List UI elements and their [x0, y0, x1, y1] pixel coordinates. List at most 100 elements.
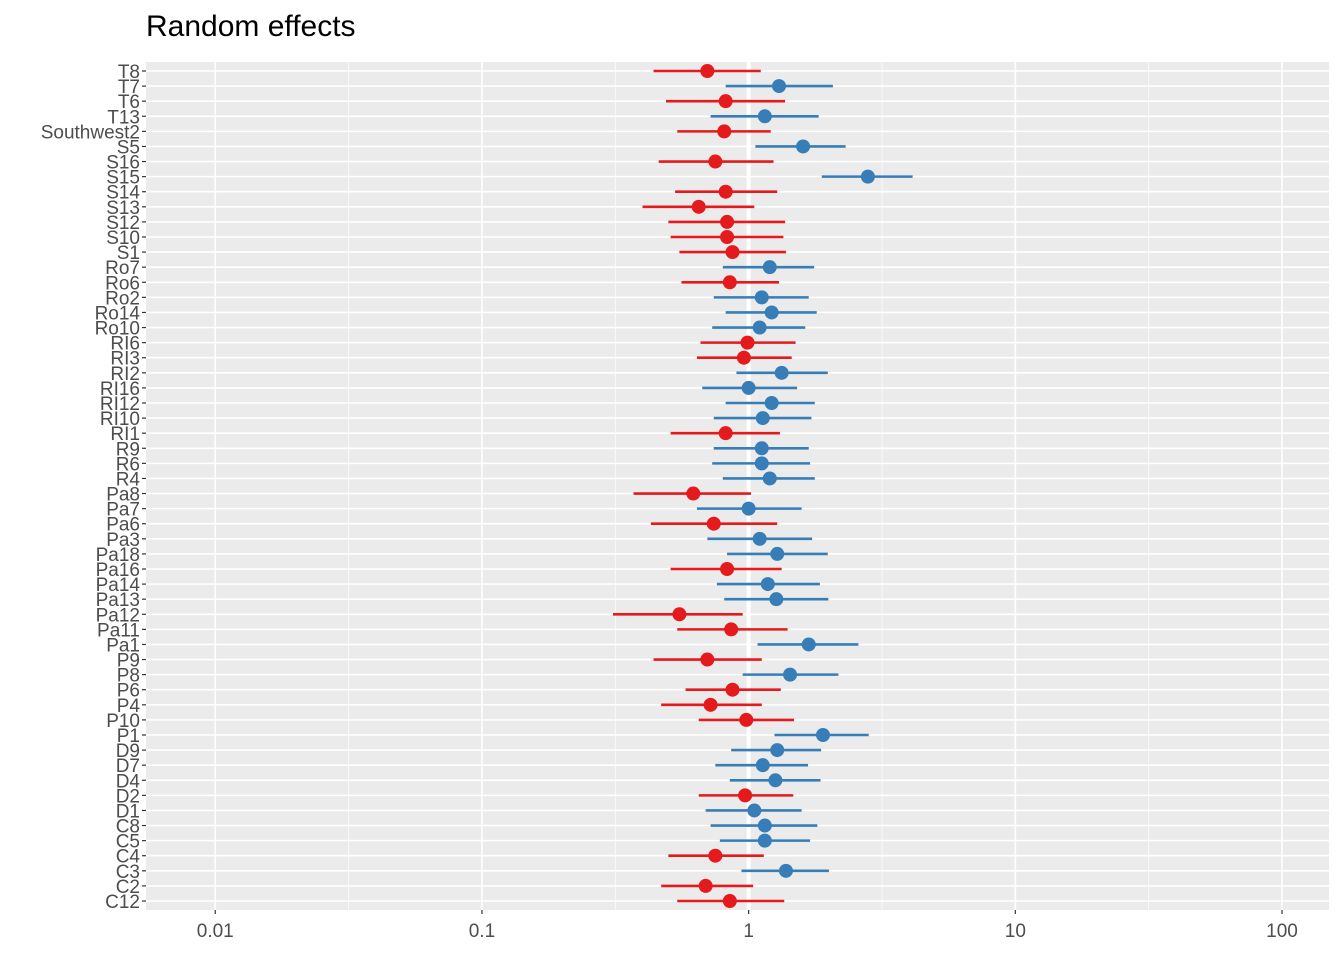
- point-Pa7: [741, 501, 756, 516]
- y-tick-label: S13: [106, 198, 140, 219]
- x-axis: 0.01 0.1 1 10 100: [197, 910, 1298, 942]
- point-D2: [738, 788, 753, 803]
- y-tick-label: C3: [116, 862, 140, 883]
- y-tick-label: Southwest2: [41, 122, 140, 143]
- point-RI1: [718, 426, 733, 441]
- data-marks: [612, 64, 913, 908]
- y-tick-label: T7: [118, 77, 140, 98]
- point-S16: [708, 154, 723, 169]
- y-tick-label: RI2: [110, 364, 140, 385]
- point-S14: [718, 184, 733, 199]
- point-R4: [762, 471, 777, 486]
- x-tick-label: 10: [1005, 921, 1026, 942]
- y-tick-label: Pa6: [106, 515, 140, 536]
- y-tick-label: S12: [106, 213, 140, 234]
- y-tick-label: RI10: [100, 409, 140, 430]
- y-tick-label: Ro2: [105, 288, 140, 309]
- point-D1: [747, 803, 762, 818]
- x-tick-label: 0.1: [469, 921, 495, 942]
- y-tick-label: D7: [116, 756, 140, 777]
- point-RI2: [774, 365, 789, 380]
- y-tick-label: T13: [107, 107, 140, 128]
- y-tick-label: Ro6: [105, 273, 140, 294]
- y-tick-label: RI1: [110, 424, 140, 445]
- point-Pa3: [752, 531, 767, 546]
- point-T8: [700, 64, 715, 78]
- y-tick-label: Pa14: [96, 575, 141, 596]
- point-P9: [700, 652, 715, 667]
- point-C12: [722, 894, 737, 908]
- point-C5: [757, 833, 772, 848]
- y-tick-label: T6: [118, 92, 140, 113]
- y-tick-label: R4: [116, 469, 141, 490]
- y-tick-label: Pa7: [106, 500, 140, 521]
- y-tick-label: C8: [116, 817, 140, 838]
- point-S10: [720, 230, 735, 244]
- point-R9: [754, 441, 769, 456]
- point-P4: [703, 697, 718, 712]
- y-tick-label: D2: [116, 786, 140, 807]
- point-Pa13: [769, 592, 784, 607]
- y-tick-label: D9: [116, 741, 140, 762]
- y-tick-label: S5: [117, 137, 140, 158]
- point-S5: [796, 139, 811, 154]
- y-tick-label: P10: [106, 711, 140, 732]
- y-tick-label: S1: [117, 243, 140, 264]
- y-tick-label: P6: [117, 681, 140, 702]
- point-P10: [739, 712, 754, 727]
- y-tick-label: S10: [106, 228, 140, 249]
- y-tick-label: P9: [117, 651, 140, 672]
- y-tick-label: R9: [116, 439, 140, 460]
- y-tick-label: S14: [106, 183, 140, 204]
- point-Pa16: [720, 562, 735, 576]
- point-Pa6: [706, 516, 721, 531]
- y-tick-label: Pa16: [96, 560, 140, 581]
- y-tick-label: S16: [106, 153, 140, 174]
- point-Pa1: [801, 637, 816, 652]
- plot-panel: [146, 62, 1329, 910]
- point-Southwest2: [717, 124, 732, 139]
- point-RI16: [741, 380, 756, 395]
- point-P8: [783, 667, 798, 682]
- y-tick-label: Pa8: [106, 485, 140, 506]
- point-Pa12: [672, 607, 687, 622]
- point-Pa8: [686, 486, 701, 501]
- point-D9: [770, 743, 785, 758]
- y-tick-label: Ro14: [95, 303, 141, 324]
- y-tick-label: Ro10: [95, 319, 140, 340]
- point-Ro10: [752, 320, 767, 335]
- y-tick-label: RI3: [110, 349, 140, 370]
- y-tick-label: D4: [116, 771, 141, 792]
- chart-title: Random effects: [146, 10, 356, 43]
- y-tick-label: C2: [116, 877, 140, 898]
- point-D4: [768, 773, 783, 788]
- y-tick-label: P8: [117, 666, 140, 687]
- point-Ro7: [762, 260, 777, 275]
- point-S12: [720, 214, 735, 229]
- point-C4: [708, 848, 723, 863]
- point-Ro2: [754, 290, 769, 305]
- point-C8: [757, 818, 772, 833]
- y-axis: T8T7T6T13Southwest2S5S16S15S14S13S12S10S…: [41, 62, 146, 913]
- y-tick-label: RI6: [110, 334, 140, 355]
- y-tick-label: R6: [116, 454, 140, 475]
- x-tick-label: 1: [743, 921, 754, 942]
- panel-background: [146, 62, 1329, 910]
- y-tick-label: P4: [117, 696, 141, 717]
- point-S1: [725, 245, 740, 260]
- y-tick-label: C4: [116, 847, 141, 868]
- y-tick-label: P1: [117, 726, 140, 747]
- y-tick-label: RI16: [100, 379, 140, 400]
- point-Pa14: [760, 577, 775, 592]
- point-Pa11: [724, 622, 739, 637]
- y-tick-label: D1: [116, 801, 140, 822]
- point-S13: [691, 199, 706, 214]
- y-tick-label: T8: [118, 62, 140, 83]
- y-tick-label: C12: [105, 892, 140, 913]
- point-C3: [778, 863, 793, 878]
- point-Ro14: [764, 305, 779, 320]
- y-tick-label: Pa12: [96, 605, 140, 626]
- y-tick-label: Pa18: [96, 545, 140, 566]
- x-tick-label: 0.01: [197, 921, 234, 942]
